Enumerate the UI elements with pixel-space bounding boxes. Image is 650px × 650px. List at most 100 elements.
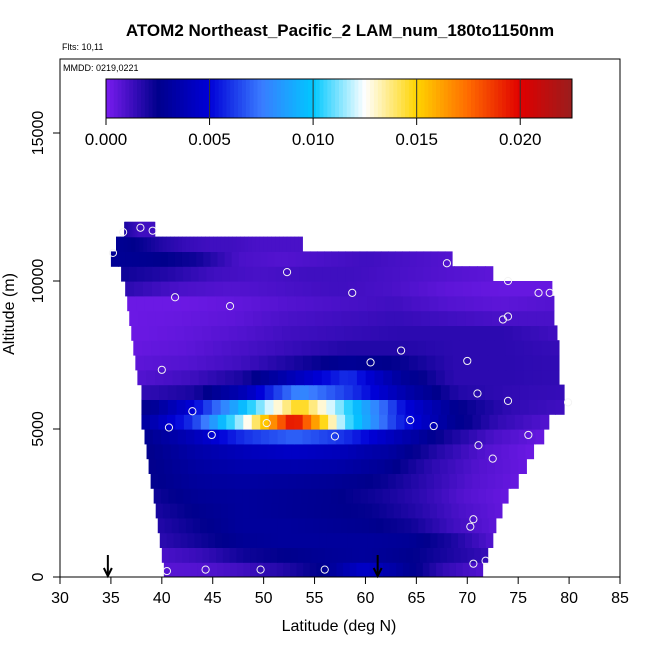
- heatmap-cell: [319, 517, 328, 534]
- heatmap-cell: [146, 443, 156, 460]
- colorbar-segment: [300, 79, 305, 118]
- heatmap-cell: [468, 429, 478, 445]
- heatmap-cell: [464, 473, 473, 489]
- heatmap-cell: [455, 562, 464, 577]
- heatmap-cell: [316, 488, 325, 504]
- heatmap-cell: [338, 281, 348, 297]
- heatmap-cell: [461, 355, 472, 371]
- heatmap-cell: [220, 384, 231, 400]
- heatmap-cell: [353, 414, 363, 430]
- heatmap-cell: [296, 295, 306, 312]
- heatmap-cell: [255, 384, 266, 400]
- heatmap-cell: [389, 488, 398, 504]
- heatmap-cell: [263, 517, 272, 534]
- heatmap-cell: [203, 458, 213, 474]
- heatmap-cell: [110, 251, 119, 267]
- heatmap-cell: [347, 281, 357, 297]
- heatmap-cell: [224, 236, 230, 252]
- heatmap-cell: [494, 503, 503, 519]
- heatmap-cell: [295, 369, 305, 386]
- colorbar-segment: [144, 79, 150, 118]
- heatmap-cell: [249, 488, 258, 504]
- heatmap-cell: [516, 281, 526, 297]
- heatmap-cell: [462, 281, 473, 297]
- heatmap-cell: [131, 221, 134, 238]
- heatmap-cell: [406, 325, 416, 341]
- heatmap-cell: [426, 355, 436, 371]
- heatmap-cell: [277, 429, 287, 445]
- sample-point: [469, 559, 478, 568]
- heatmap-cell: [326, 384, 336, 400]
- heatmap-cell: [402, 429, 412, 445]
- heatmap-cell: [283, 266, 293, 282]
- heatmap-cell: [243, 443, 252, 460]
- heatmap-cell: [382, 562, 391, 577]
- heatmap-cell: [170, 562, 178, 577]
- heatmap-cell: [550, 340, 560, 356]
- heatmap-cell: [345, 266, 354, 282]
- heatmap-cell: [364, 443, 373, 460]
- heatmap-cell: [299, 399, 310, 415]
- heatmap-cell: [352, 325, 363, 341]
- heatmap-cell: [444, 443, 454, 460]
- heatmap-cell: [404, 443, 414, 460]
- heatmap-cell: [500, 488, 509, 504]
- heatmap-cell: [409, 369, 419, 386]
- heatmap-cell: [459, 325, 469, 341]
- heatmap-cell: [393, 295, 404, 312]
- heatmap-cell: [496, 340, 507, 356]
- heatmap-cell: [458, 532, 466, 548]
- heatmap-cell: [158, 236, 164, 252]
- heatmap-cell: [174, 251, 183, 267]
- heatmap-cell: [258, 355, 269, 371]
- heatmap-cell: [488, 369, 499, 386]
- heatmap-cell: [313, 458, 323, 474]
- heatmap-cell: [149, 414, 160, 430]
- heatmap-cell: [190, 488, 199, 504]
- heatmap-cell: [202, 429, 212, 445]
- x-tick-label: 35: [102, 590, 120, 607]
- heatmap-cell: [152, 221, 155, 238]
- heatmap-cell: [316, 562, 324, 577]
- heatmap-cell: [216, 295, 226, 312]
- heatmap-cell: [211, 458, 221, 474]
- heatmap-cell: [445, 281, 455, 297]
- heatmap-cell: [333, 517, 342, 534]
- heatmap-cell: [208, 532, 216, 548]
- heatmap-cell: [485, 429, 495, 445]
- heatmap-cell: [409, 532, 418, 548]
- heatmap-cell: [435, 429, 445, 445]
- heatmap-cell: [460, 429, 470, 445]
- heatmap-cell: [512, 325, 523, 341]
- heatmap-cell: [429, 310, 440, 326]
- heatmap-cell: [437, 532, 445, 548]
- heatmap-cell: [326, 399, 336, 415]
- heatmap-cell: [207, 295, 217, 312]
- colorbar-tick-label: 0.000: [85, 130, 128, 149]
- heatmap-cell: [283, 443, 293, 460]
- heatmap-cell: [229, 266, 238, 282]
- heatmap-cell: [509, 443, 518, 460]
- heatmap-cell: [237, 325, 248, 341]
- heatmap-cell: [376, 266, 385, 282]
- heatmap-cell: [440, 547, 448, 563]
- x-axis: 30 35 40 45 50 55 60 65 70 75 80 85: [51, 577, 629, 607]
- heatmap-cell: [268, 266, 277, 282]
- heatmap-cell: [197, 355, 207, 371]
- x-tick-label: 70: [458, 590, 476, 607]
- heatmap-cell: [150, 236, 156, 252]
- heatmap-cell: [473, 295, 484, 312]
- heatmap-cell: [294, 429, 304, 445]
- heatmap-cell: [471, 458, 480, 474]
- heatmap-cell: [539, 325, 549, 341]
- heatmap-cell: [178, 443, 188, 460]
- heatmap-cell: [292, 340, 303, 356]
- heatmap-cell: [279, 236, 284, 252]
- heatmap-cell: [345, 251, 354, 267]
- heatmap-cell: [345, 488, 354, 504]
- heatmap-cell: [453, 355, 463, 371]
- heatmap-cell: [252, 266, 262, 282]
- heatmap-cell: [366, 251, 375, 267]
- heatmap-cell: [349, 473, 358, 489]
- heatmap-cell: [449, 384, 459, 400]
